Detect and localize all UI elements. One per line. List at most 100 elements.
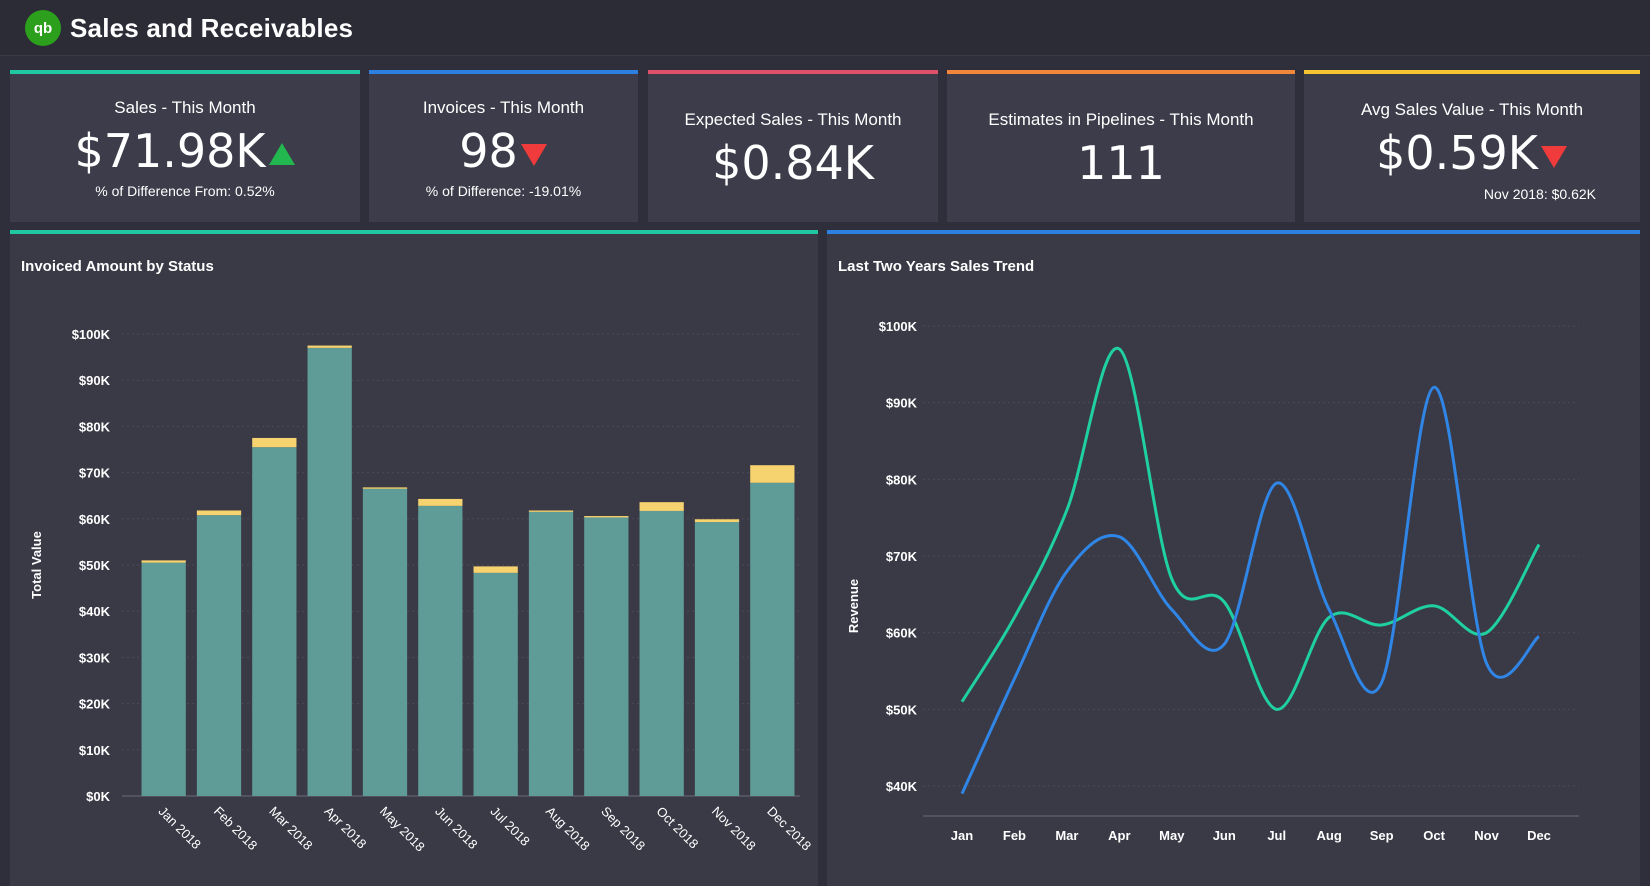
y-tick-label: $60K	[79, 512, 111, 527]
x-tick-label: Jan	[951, 828, 973, 843]
kpi-card-sales[interactable]: Sales - This Month $71.98K % of Differen…	[10, 70, 360, 222]
y-tick-label: $100K	[72, 327, 111, 342]
svg-text:qb: qb	[34, 20, 52, 37]
x-tick-label: Jul	[1267, 828, 1286, 843]
y-axis-label: Total Value	[29, 531, 44, 599]
kpi-card-avg-sales[interactable]: Avg Sales Value - This Month $0.59K Nov …	[1304, 70, 1640, 222]
y-tick-label: $70K	[886, 549, 918, 564]
kpi-value-text: $71.98K	[74, 124, 266, 178]
x-tick-label: Dec 2018	[764, 804, 814, 854]
y-tick-label: $30K	[79, 650, 111, 665]
y-tick-label: $80K	[79, 419, 111, 434]
kpi-subtext: % of Difference From: 0.52%	[95, 183, 275, 199]
y-tick-label: $50K	[79, 558, 111, 573]
app-header: qb Sales and Receivables	[0, 0, 1650, 56]
chart-title: Invoiced Amount by Status	[21, 258, 214, 275]
kpi-value-text: $0.84K	[712, 136, 874, 190]
x-tick-label: Jan 2018	[156, 804, 204, 852]
bar-open	[694, 519, 740, 523]
x-tick-label: Sep 2018	[598, 804, 648, 854]
bar-open	[307, 345, 352, 348]
bar-open	[584, 516, 629, 518]
x-tick-label: Oct 2018	[654, 804, 702, 852]
y-tick-label: $10K	[79, 743, 111, 758]
bar-open	[528, 510, 574, 512]
bar-paid	[694, 522, 740, 796]
bar-open	[418, 498, 463, 506]
kpi-subtext: % of Difference: -19.01%	[425, 183, 582, 199]
x-tick-label: Feb 2018	[211, 804, 260, 853]
y-tick-label: $40K	[79, 604, 111, 619]
kpi-value: $0.84K	[648, 136, 938, 190]
bar-paid	[307, 347, 352, 796]
kpi-value: $71.98K	[10, 124, 360, 178]
x-tick-label: Dec	[1527, 828, 1551, 843]
x-tick-label: Sep	[1370, 828, 1394, 843]
bar-paid	[141, 562, 186, 796]
quickbooks-logo-icon: qb	[25, 10, 61, 46]
bar-paid	[418, 505, 463, 796]
x-tick-label: Apr 2018	[322, 804, 370, 852]
x-tick-label: Mar	[1055, 828, 1078, 843]
bar-paid	[528, 511, 574, 796]
x-tick-label: Mar 2018	[266, 804, 315, 853]
x-tick-label: Jun	[1213, 828, 1236, 843]
bar-open	[141, 560, 186, 563]
x-tick-label: Nov	[1474, 828, 1499, 843]
bar-paid	[362, 488, 408, 796]
kpi-title: Estimates in Pipelines - This Month	[988, 110, 1254, 129]
y-tick-label: $60K	[886, 626, 918, 641]
bar-open	[473, 566, 518, 573]
kpi-card-expected-sales[interactable]: Expected Sales - This Month $0.84K	[648, 70, 938, 222]
y-axis-label: Revenue	[846, 579, 861, 633]
bar-paid	[252, 447, 297, 796]
x-tick-label: Feb	[1003, 828, 1026, 843]
bar-paid	[639, 510, 684, 796]
y-tick-label: $20K	[79, 697, 111, 712]
x-tick-label: Jun 2018	[432, 804, 480, 852]
bar-open	[362, 487, 408, 489]
invoiced-amount-panel: Invoiced Amount by Status $0K $10K $20K $30…	[10, 230, 818, 886]
kpi-value-text: 111	[1077, 136, 1165, 190]
x-tick-label: Aug	[1317, 828, 1342, 843]
trend-up-icon	[268, 124, 296, 178]
series-line-2017	[960, 385, 1540, 795]
trend-down-icon	[1540, 126, 1568, 180]
kpi-card-invoices[interactable]: Invoices - This Month 98 % of Difference…	[369, 70, 638, 222]
y-tick-label: $70K	[79, 466, 111, 481]
bar-chart: $0K $10K $20K $30K $40K $50K $60K $70K $80K $90K $…	[29, 327, 814, 855]
kpi-value: 98	[369, 124, 638, 178]
sales-trend-panel: Last Two Years Sales Trend $40K $50K $60K $…	[827, 230, 1640, 886]
x-tick-label: Aug 2018	[543, 804, 593, 854]
bar-open	[252, 437, 297, 448]
line-chart: $40K $50K $60K $70K $80K $90K $100K Revenue Jan F…	[846, 319, 1579, 843]
kpi-value: 111	[947, 136, 1295, 190]
x-tick-label: Oct	[1423, 828, 1445, 843]
y-tick-label: $90K	[79, 373, 111, 388]
y-tick-label: $40K	[886, 779, 918, 794]
bar-paid	[584, 517, 629, 796]
kpi-value-text: 98	[459, 124, 518, 178]
kpi-title: Expected Sales - This Month	[684, 110, 902, 129]
page-title: Sales and Receivables	[70, 13, 354, 43]
x-tick-label: May	[1159, 828, 1185, 843]
y-tick-label: $100K	[879, 319, 918, 334]
kpi-title: Sales - This Month	[114, 98, 256, 117]
y-tick-label: $90K	[886, 396, 918, 411]
x-tick-label: Nov 2018	[709, 804, 759, 854]
kpi-title: Invoices - This Month	[422, 98, 585, 117]
bar-open	[750, 465, 795, 483]
kpi-subtext: Nov 2018: $0.62K	[1483, 186, 1596, 202]
kpi-card-estimates[interactable]: Estimates in Pipelines - This Month 111	[947, 70, 1295, 222]
kpi-value-text: $0.59K	[1376, 126, 1538, 180]
trend-down-icon	[520, 124, 548, 178]
bar-open	[196, 510, 242, 516]
x-tick-label: Jul 2018	[488, 804, 533, 849]
series-line-2018	[960, 346, 1541, 711]
y-tick-label: $0K	[86, 789, 110, 804]
kpi-title: Avg Sales Value - This Month	[1360, 100, 1584, 119]
x-tick-label: May 2018	[377, 804, 428, 855]
bar-paid	[473, 572, 518, 796]
bar-paid	[750, 482, 795, 796]
chart-title: Last Two Years Sales Trend	[838, 258, 1035, 275]
